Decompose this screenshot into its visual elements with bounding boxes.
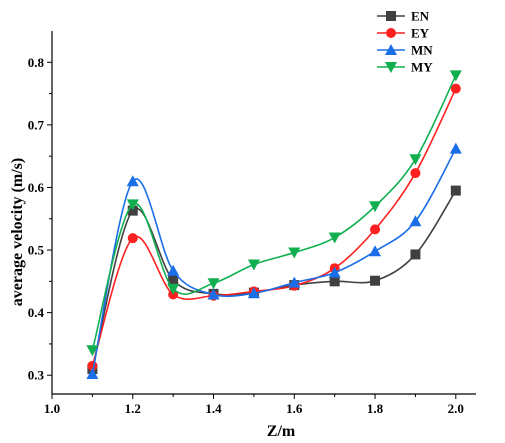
data-point [370, 224, 381, 235]
data-point [370, 275, 381, 286]
data-point [449, 142, 462, 154]
axes: 1.0 1.2 1.4 1.6 1.8 2.0 0.3 0.4 0.5 0.6 0.7 0.8 [28, 31, 476, 416]
y-tick-label: 0.3 [28, 368, 45, 383]
data-point [409, 215, 422, 227]
series-my [86, 70, 462, 357]
series-mn [86, 142, 462, 379]
data-point [247, 287, 260, 299]
legend-label: EN [411, 9, 430, 24]
legend-label: MN [411, 43, 433, 58]
data-point [167, 264, 180, 276]
legend-item-en: EN [377, 9, 430, 24]
data-point [207, 288, 220, 300]
data-point [168, 275, 179, 286]
y-axis-label: average velocity (m/s) [9, 158, 26, 306]
data-point [126, 199, 139, 211]
y-tick-label: 0.4 [28, 305, 45, 320]
data-point [127, 233, 138, 244]
data-point [127, 205, 138, 216]
y-tick-label: 0.6 [28, 180, 45, 195]
data-point [450, 83, 461, 94]
data-point [247, 259, 260, 271]
x-axis-label: Z/m [267, 423, 296, 440]
legend-label: EY [411, 26, 430, 41]
legend-marker [385, 62, 397, 73]
data-point [86, 367, 99, 379]
legend-marker [386, 28, 396, 38]
data-point [288, 276, 301, 288]
legend-item-ey: EY [377, 26, 430, 41]
data-point [288, 247, 301, 259]
legend-marker [386, 11, 396, 21]
x-tick-label: 1.4 [205, 401, 222, 416]
data-point [328, 266, 341, 278]
data-point [450, 185, 461, 196]
data-point [409, 154, 422, 166]
series-layer [86, 70, 462, 379]
data-point [410, 249, 421, 260]
legend-item-mn: MN [377, 43, 433, 58]
data-point [369, 245, 382, 257]
legend-marker [385, 44, 397, 55]
data-point [167, 283, 180, 295]
x-tick-label: 2.0 [448, 401, 464, 416]
data-point [86, 345, 99, 357]
y-tick-label: 0.5 [28, 243, 45, 258]
data-point [328, 232, 341, 244]
x-tick-label: 1.6 [286, 401, 303, 416]
legend-item-my: MY [377, 60, 433, 75]
legend-label: MY [411, 60, 433, 75]
y-tick-label: 0.7 [28, 117, 45, 132]
data-point [207, 278, 220, 290]
data-point [369, 201, 382, 213]
data-point [126, 175, 139, 187]
x-tick-label: 1.8 [367, 401, 384, 416]
x-tick-label: 1.0 [44, 401, 60, 416]
data-point [410, 168, 421, 179]
data-point [449, 70, 462, 82]
y-tick-label: 0.8 [28, 55, 45, 70]
legend: EN EY MN MY [377, 9, 433, 75]
x-tick-label: 1.2 [125, 401, 141, 416]
data-point [329, 276, 340, 287]
